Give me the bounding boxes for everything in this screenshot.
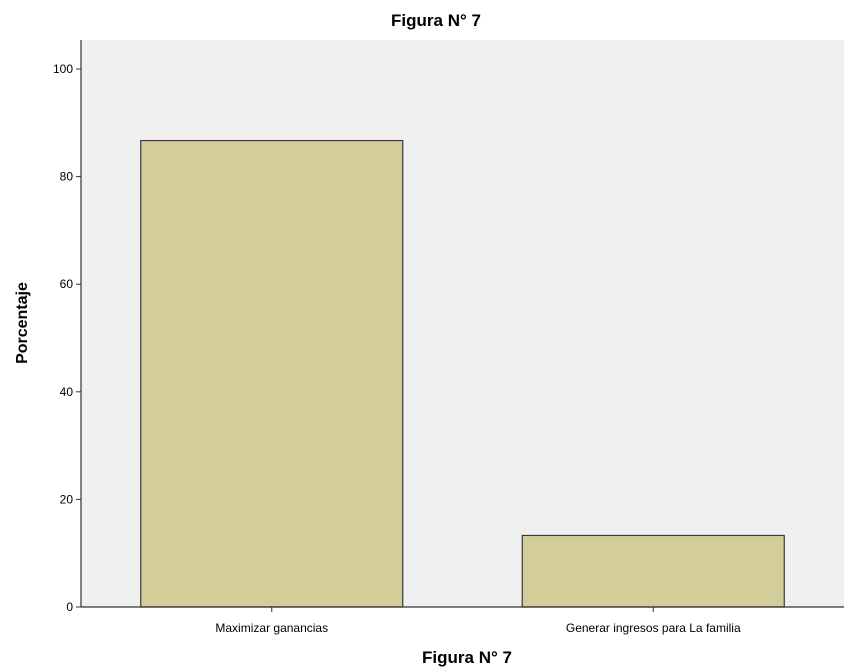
y-tick-label: 0 bbox=[66, 600, 73, 614]
x-axis-title: Figura N° 7 bbox=[422, 648, 512, 667]
bar bbox=[140, 139, 404, 608]
x-tick-label: Generar ingresos para La familia bbox=[566, 621, 741, 635]
bar bbox=[521, 534, 785, 608]
x-tick-label: Maximizar ganancias bbox=[215, 621, 328, 635]
bars bbox=[140, 139, 785, 608]
y-tick-label: 100 bbox=[53, 62, 73, 76]
y-tick-label: 80 bbox=[60, 170, 74, 184]
x-axis-ticks: Maximizar ganancias Generar ingresos para… bbox=[215, 607, 741, 635]
y-axis-ticks: 0 20 40 60 80 100 bbox=[53, 62, 81, 614]
y-tick-label: 40 bbox=[60, 385, 74, 399]
y-tick-label: 60 bbox=[60, 277, 74, 291]
chart-title: Figura N° 7 bbox=[391, 11, 481, 30]
y-axis-title: Porcentaje bbox=[14, 282, 31, 364]
y-tick-label: 20 bbox=[60, 492, 74, 506]
